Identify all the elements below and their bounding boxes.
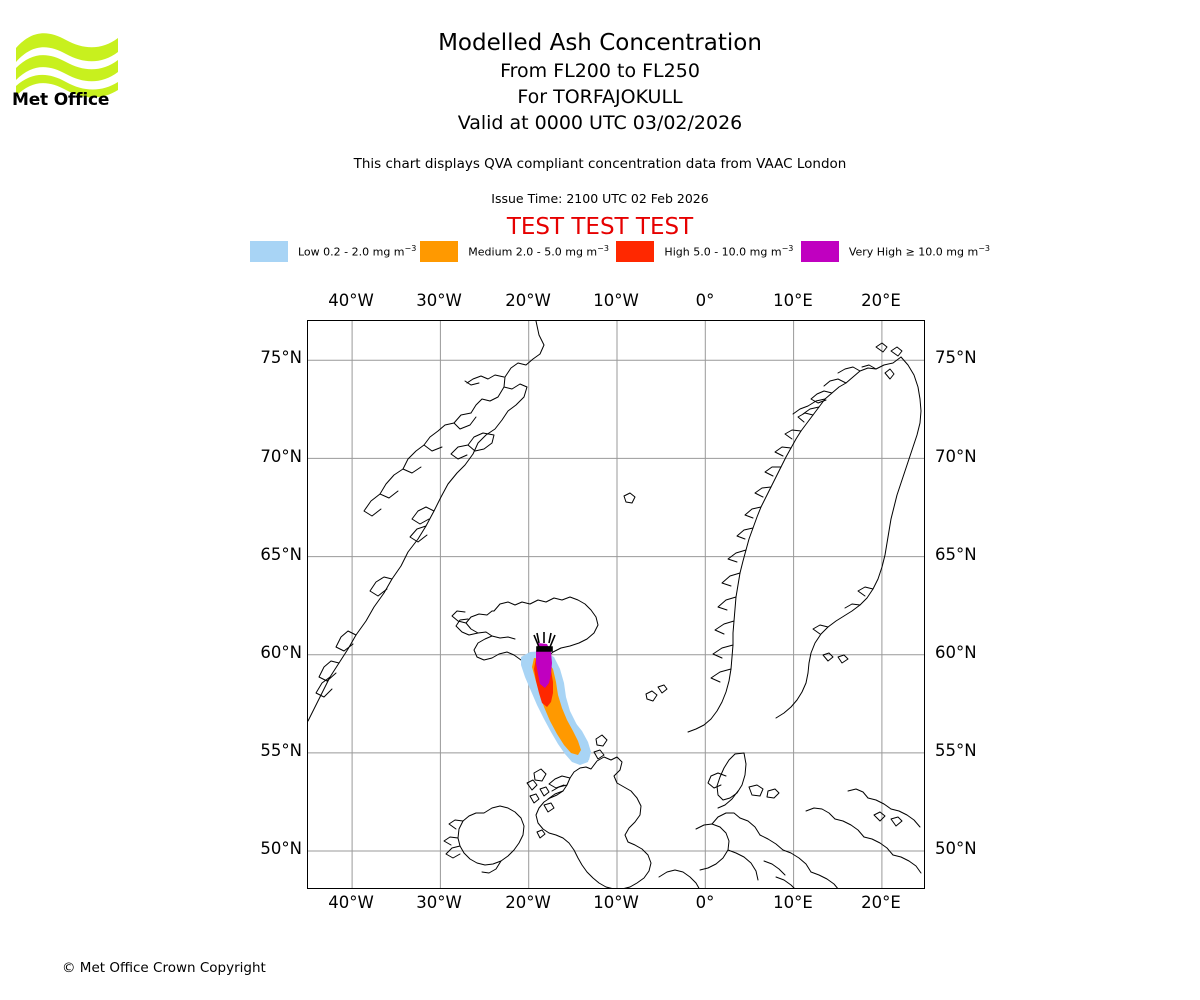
lon-label-bottom-10w: 10°W <box>593 893 639 912</box>
lon-label-top-40w: 40°W <box>328 291 374 310</box>
lon-label-top-10e: 10°E <box>773 291 813 310</box>
map-panel <box>307 320 925 889</box>
lat-label-left-50n: 50°N <box>260 839 302 858</box>
ash-plume <box>521 643 591 765</box>
title-valid-time: Valid at 0000 UTC 03/02/2026 <box>457 112 743 134</box>
lat-label-right-55n: 55°N <box>935 741 977 760</box>
legend-swatch-low <box>250 240 288 262</box>
lat-label-left-65n: 65°N <box>260 545 302 564</box>
lon-label-bottom-30w: 30°W <box>416 893 462 912</box>
lat-label-left-75n: 75°N <box>260 348 302 367</box>
lon-label-bottom-40w: 40°W <box>328 893 374 912</box>
volcano-marker <box>533 632 556 652</box>
lat-label-left-55n: 55°N <box>260 741 302 760</box>
issue-time: Issue Time: 2100 UTC 02 Feb 2026 <box>491 191 709 206</box>
lat-label-right-50n: 50°N <box>935 839 977 858</box>
lat-label-left-60n: 60°N <box>260 643 302 662</box>
lon-label-top-30w: 30°W <box>416 291 462 310</box>
legend-item-medium: Medium 2.0 - 5.0 mg m−3 <box>420 240 609 262</box>
legend-label-medium: Medium 2.0 - 5.0 mg m−3 <box>468 243 609 259</box>
lon-label-bottom-10e: 10°E <box>773 893 813 912</box>
lat-label-right-75n: 75°N <box>935 348 977 367</box>
coastlines <box>308 321 922 888</box>
lon-label-top-20w: 20°W <box>505 291 551 310</box>
legend-swatch-high <box>616 240 655 262</box>
plume-very-high <box>536 643 552 688</box>
title-flight-levels: From FL200 to FL250 <box>500 60 700 82</box>
legend-label-high: High 5.0 - 10.0 mg m−3 <box>664 243 794 259</box>
lat-label-right-70n: 70°N <box>935 447 977 466</box>
lon-label-bottom-20w: 20°W <box>505 893 551 912</box>
map-frame <box>307 320 925 889</box>
legend-item-low: Low 0.2 - 2.0 mg m−3 <box>250 240 417 262</box>
title-block: Modelled Ash Concentration From FL200 to… <box>0 28 1200 136</box>
legend-swatch-very-high <box>800 240 839 262</box>
test-banner: TEST TEST TEST <box>506 214 694 240</box>
concentration-legend: Low 0.2 - 2.0 mg m−3 Medium 2.0 - 5.0 mg… <box>250 239 990 263</box>
copyright-notice: © Met Office Crown Copyright <box>62 960 266 976</box>
lat-label-right-60n: 60°N <box>935 643 977 662</box>
lon-label-top-0: 0° <box>695 291 715 310</box>
legend-label-very-high: Very High ≥ 10.0 mg m−3 <box>848 243 990 259</box>
lat-label-right-65n: 65°N <box>935 545 977 564</box>
lon-label-bottom-20e: 20°E <box>861 893 901 912</box>
lon-label-top-10w: 10°W <box>593 291 639 310</box>
legend-swatch-medium <box>420 240 459 262</box>
graticule <box>308 321 924 888</box>
chart-note: This chart displays QVA compliant concen… <box>353 156 847 172</box>
lon-label-bottom-0: 0° <box>695 893 715 912</box>
lat-label-left-70n: 70°N <box>260 447 302 466</box>
lon-label-top-20e: 20°E <box>861 291 901 310</box>
legend-item-very-high: Very High ≥ 10.0 mg m−3 <box>800 240 990 262</box>
page-title: Modelled Ash Concentration <box>438 30 762 56</box>
met-office-logo-text: Met Office <box>12 90 110 110</box>
map-canvas <box>308 321 924 888</box>
title-volcano: For TORFAJOKULL <box>517 86 683 108</box>
met-office-logo <box>14 28 124 110</box>
legend-item-high: High 5.0 - 10.0 mg m−3 <box>616 240 794 262</box>
legend-label-low: Low 0.2 - 2.0 mg m−3 <box>298 243 417 259</box>
